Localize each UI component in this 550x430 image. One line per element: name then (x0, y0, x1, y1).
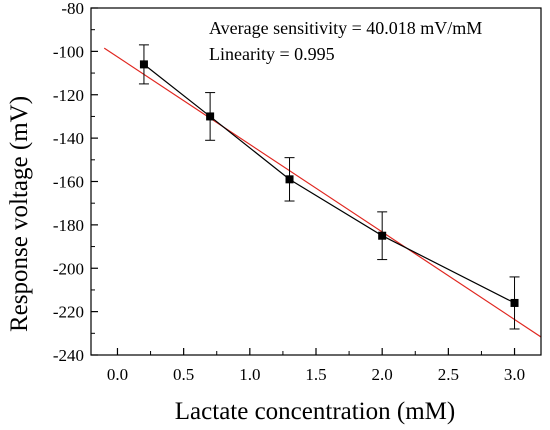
data-point (139, 60, 148, 69)
y-tick-label: -200 (53, 259, 84, 278)
y-tick-label: -240 (53, 346, 84, 365)
annotation-sensitivity: Average sensitivity = 40.018 mV/mM (209, 18, 482, 38)
annotation-linearity: Linearity = 0.995 (209, 44, 335, 64)
y-axis-title: Response voltage (mV) (6, 96, 33, 332)
y-tick-label: -160 (53, 173, 84, 192)
fit-line (103, 47, 541, 338)
axes: 0.0 0.5 1.0 1.5 2.0 2.5 3.0 -80 -100 -120 -140 -160… (53, 0, 542, 384)
y-tick-label: -140 (53, 129, 84, 148)
y-tick-label: -180 (53, 216, 84, 235)
x-tick-label: 1.5 (305, 365, 326, 384)
x-tick-label: 2.5 (438, 365, 459, 384)
x-tick-label: 0.5 (173, 365, 194, 384)
x-tick-label: 2.0 (372, 365, 393, 384)
y-tick-label: -80 (61, 0, 84, 18)
x-tick-label: 1.0 (239, 365, 260, 384)
x-tick-label: 3.0 (504, 365, 525, 384)
x-tick-label: 0.0 (107, 365, 128, 384)
x-axis-title: Lactate concentration (mM) (175, 398, 455, 425)
y-tick-label: -100 (53, 42, 84, 61)
data-point (378, 231, 387, 240)
data-point (206, 112, 215, 121)
y-tick-label: -220 (53, 303, 84, 322)
data-point (510, 298, 519, 307)
plot-area (103, 44, 541, 338)
data-point (285, 175, 294, 184)
series-line (143, 63, 515, 304)
y-tick-label: -120 (53, 86, 84, 105)
